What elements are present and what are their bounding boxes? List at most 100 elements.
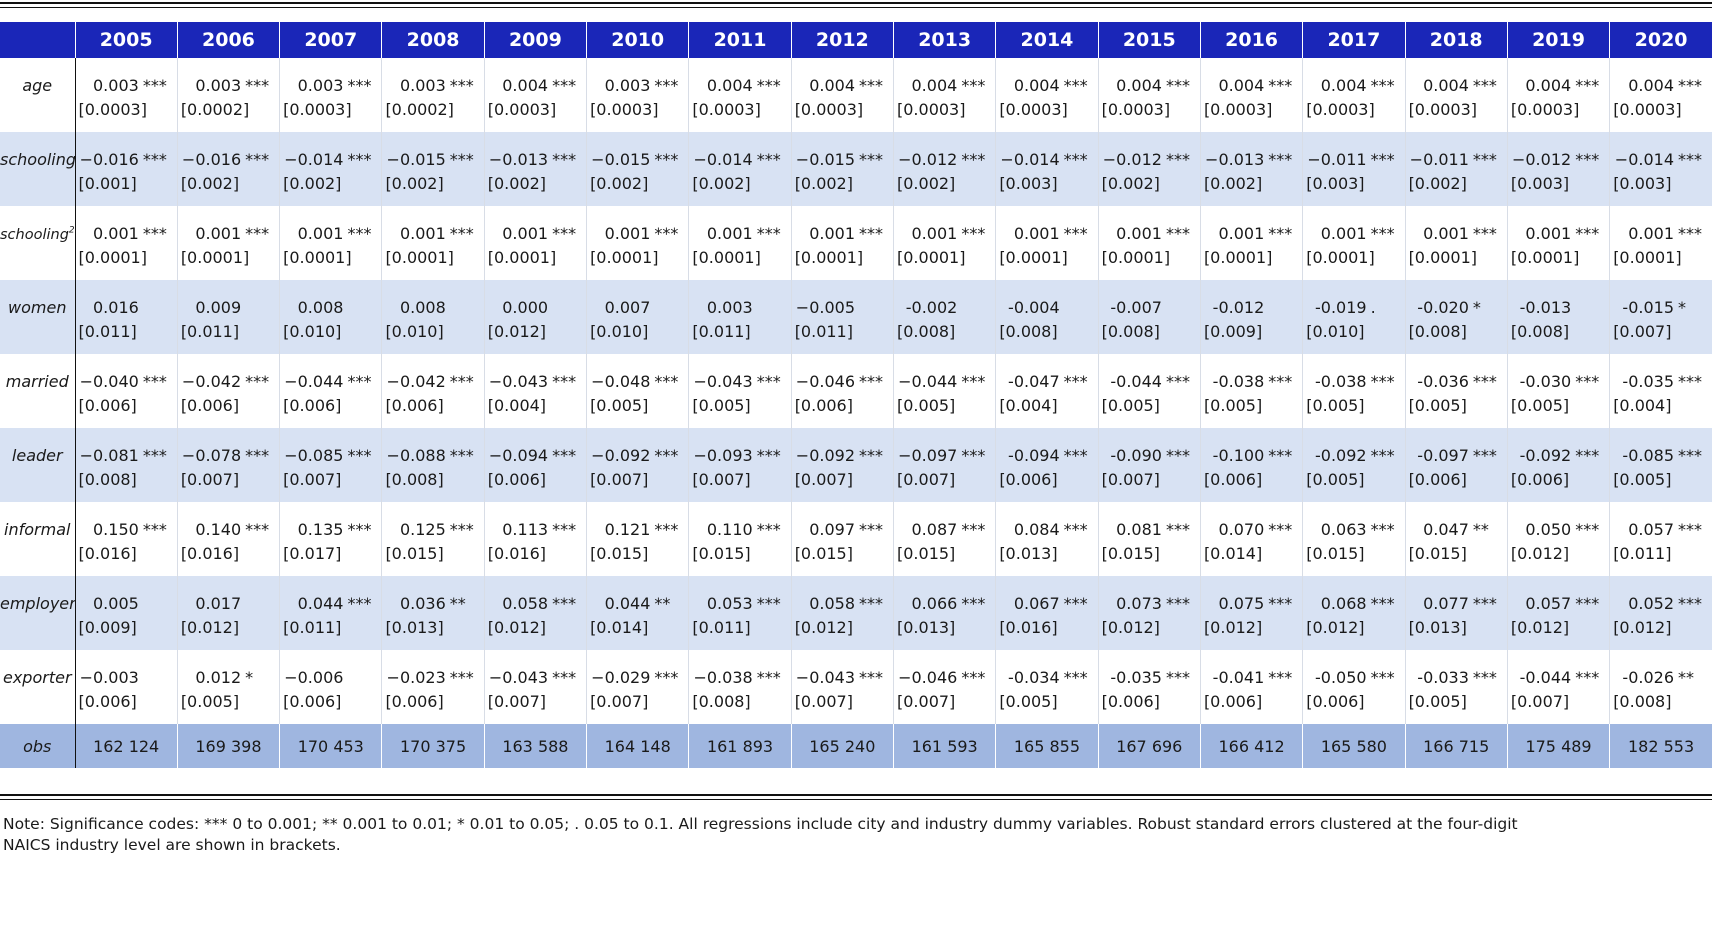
coef-cell: 0.150 *** [0.016] <box>74 502 178 576</box>
coef-cell: −0.092 *** [0.007] <box>790 428 894 502</box>
coefficient-value: -0.033 <box>1417 668 1469 687</box>
coef-cell: -0.004 [0.008] <box>995 280 1099 354</box>
coef-cell: 0.052 *** [0.012] <box>1609 576 1712 650</box>
year-header-2014: 2014 <box>995 22 1099 58</box>
standard-error: [0.016] <box>487 544 547 563</box>
significance-stars: *** <box>1472 668 1497 687</box>
coef-cell: -0.044 *** [0.007] <box>1506 650 1610 724</box>
significance-stars: *** <box>245 520 270 539</box>
obs-value: 182 553 <box>1609 724 1712 768</box>
coefficient-value: −0.016 <box>181 150 242 169</box>
coef-cell: 0.001 *** [0.0001] <box>1404 206 1508 280</box>
year-header-2009: 2009 <box>483 22 587 58</box>
coefficient-value: 0.004 <box>809 76 855 95</box>
coefficient-value: 0.057 <box>1628 520 1674 539</box>
coefficient-value: −0.092 <box>795 446 855 465</box>
coef-cell: -0.050 *** [0.006] <box>1302 650 1406 724</box>
coefficient-value: 0.036 <box>399 594 446 613</box>
standard-error: [0.016] <box>180 544 240 563</box>
standard-error: [0.0001] <box>999 248 1068 267</box>
significance-stars: *** <box>1370 150 1395 169</box>
coef-cell: 0.003 *** [0.0003] <box>279 58 382 132</box>
significance-stars: *** <box>347 520 372 539</box>
coefficient-line: 0.063 *** <box>1304 518 1405 542</box>
coefficient-value: −0.015 <box>591 150 651 169</box>
coefficient-line: −0.097 *** <box>895 444 996 468</box>
coef-cell: -0.034 *** [0.005] <box>995 650 1099 724</box>
coefficient-line: 0.003 *** <box>588 74 689 98</box>
significance-stars: *** <box>859 372 883 391</box>
significance-stars: *** <box>347 372 372 391</box>
standard-error: [0.015] <box>385 544 444 563</box>
significance-stars: *** <box>142 76 167 95</box>
variable-name: women <box>8 298 67 317</box>
coef-cell: 0.053 *** [0.011] <box>688 576 792 650</box>
standard-error: [0.007] <box>897 692 956 711</box>
coefficient-value: 0.125 <box>399 520 446 539</box>
coefficient-line: -0.020 * <box>1406 296 1507 320</box>
significance-stars: *** <box>1268 372 1293 391</box>
standard-error: [0.0003] <box>78 100 147 119</box>
coefficient-line: 0.077 *** <box>1406 592 1507 616</box>
significance-stars: *** <box>1575 224 1600 243</box>
obs-value: 163 588 <box>483 724 587 768</box>
standard-error: [0.006] <box>1101 692 1160 711</box>
coefficient-value: −0.014 <box>1614 150 1674 169</box>
standard-error: [0.0001] <box>385 248 454 267</box>
coefficient-line: 0.008 <box>281 296 382 320</box>
standard-error: [0.007] <box>1613 322 1672 341</box>
coef-cell: -0.019. [0.010] <box>1302 280 1406 354</box>
coefficient-line: 0.001 *** <box>690 222 791 246</box>
standard-error: [0.007] <box>590 470 649 489</box>
coef-cell: 0.066 *** [0.013] <box>892 576 996 650</box>
significance-stars: *** <box>1575 520 1600 539</box>
coefficient-line: -0.034 *** <box>997 666 1098 690</box>
coefficient-value: −0.046 <box>898 668 958 687</box>
significance-stars: *** <box>1472 224 1497 243</box>
year-header-2019: 2019 <box>1506 22 1610 58</box>
coef-cell: −0.048 *** [0.005] <box>586 354 689 428</box>
significance-stars: *** <box>1165 76 1190 95</box>
standard-error: [0.0003] <box>692 100 761 119</box>
coefficient-line: −0.023 *** <box>383 666 484 690</box>
coefficient-value: 0.009 <box>195 298 242 317</box>
coefficient-value: -0.035 <box>1622 372 1674 391</box>
coefficient-line: −0.014 *** <box>690 148 791 172</box>
coefficient-value: 0.012 <box>195 668 242 687</box>
obs-value: 170 375 <box>381 724 485 768</box>
obs-value: 164 148 <box>586 724 689 768</box>
coefficient-line: −0.048 *** <box>588 370 689 394</box>
significance-stars: *** <box>859 594 883 613</box>
coef-cell: -0.090 *** [0.007] <box>1097 428 1201 502</box>
coef-cell: 0.001 *** [0.0001] <box>74 206 178 280</box>
year-header-2006: 2006 <box>176 22 280 58</box>
coefficient-value: -0.038 <box>1314 372 1367 391</box>
coefficient-line: 0.004 *** <box>1304 74 1405 98</box>
coefficient-value: −0.043 <box>795 668 855 687</box>
standard-error: [0.001] <box>78 174 137 193</box>
coefficient-line: −0.040 *** <box>76 370 177 394</box>
coefficient-value: 0.135 <box>297 520 344 539</box>
coefficient-line: -0.041 *** <box>1201 666 1302 690</box>
coefficient-line: 0.001 *** <box>1611 222 1712 246</box>
coef-cell: 0.004 *** [0.0003] <box>1404 58 1508 132</box>
significance-stars: ** <box>1678 668 1694 687</box>
coef-cell: 0.009 [0.011] <box>176 280 280 354</box>
coefficient-value: 0.044 <box>604 594 651 613</box>
coefficient-value: 0.140 <box>195 520 242 539</box>
standard-error: [0.006] <box>487 470 547 489</box>
coefficient-line: 0.004 *** <box>690 74 791 98</box>
significance-stars: *** <box>654 446 679 465</box>
coefficient-value: 0.004 <box>1628 76 1674 95</box>
significance-stars: *** <box>859 446 883 465</box>
coef-cell: -0.020 * [0.008] <box>1404 280 1508 354</box>
coef-cell: 0.097 *** [0.015] <box>790 502 894 576</box>
standard-error: [0.008] <box>385 470 444 489</box>
coefficient-value: -0.097 <box>1417 446 1469 465</box>
year-header-2015: 2015 <box>1097 22 1201 58</box>
significance-stars: *** <box>1063 594 1088 613</box>
coefficient-value: -0.036 <box>1417 372 1469 391</box>
standard-error: [0.006] <box>283 396 342 415</box>
significance-stars: *** <box>1370 594 1395 613</box>
coef-cell: −0.015 *** [0.002] <box>381 132 485 206</box>
